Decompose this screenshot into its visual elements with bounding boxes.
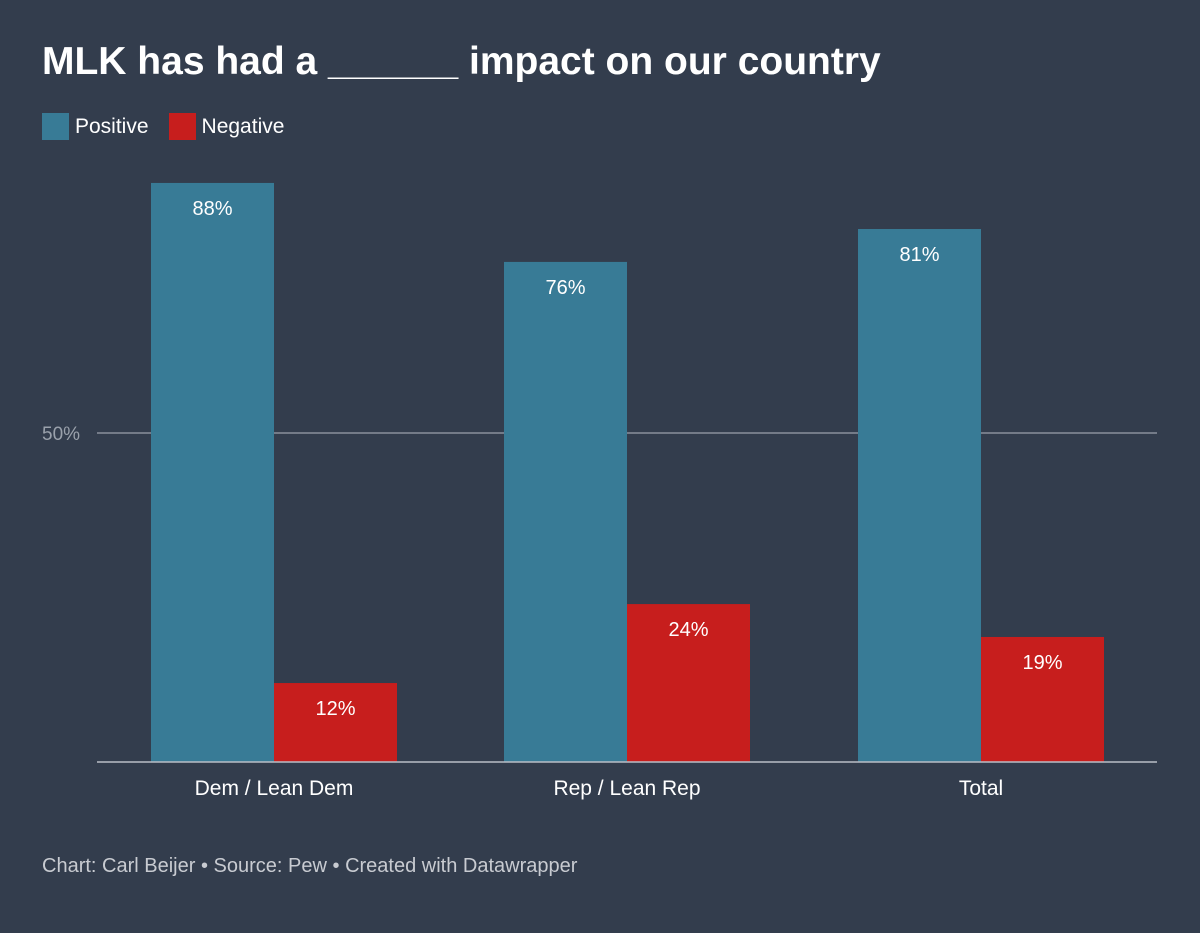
legend-item-negative: Negative: [168, 113, 285, 140]
data-label-negative: 19%: [1022, 652, 1062, 674]
x-category-label: Rep / Lean Rep: [553, 777, 700, 800]
data-label-negative: 24%: [668, 619, 708, 641]
legend-label-positive: Positive: [75, 114, 149, 138]
bar-negative: [981, 636, 1104, 762]
y-tick-label: 50%: [42, 424, 80, 445]
bar-negative: [627, 604, 750, 762]
created-with: Created with Datawrapper: [345, 855, 578, 877]
legend-swatch-negative: [168, 113, 196, 140]
x-category-label: Total: [959, 777, 1003, 800]
footer: Chart: Carl Beijer • Source: Pew • Creat…: [42, 855, 577, 878]
chart-credit: Chart: Carl Beijer: [42, 855, 196, 877]
source-credit: Source: Pew: [213, 855, 327, 877]
footer-separator: •: [332, 855, 340, 877]
data-label-positive: 88%: [192, 198, 232, 220]
footer-separator: •: [200, 855, 208, 877]
legend: Positive Negative: [42, 113, 304, 140]
bar-positive: [858, 229, 981, 762]
legend-label-negative: Negative: [201, 114, 285, 138]
bar-positive: [151, 182, 274, 762]
x-category-label: Dem / Lean Dem: [195, 777, 354, 800]
data-label-positive: 76%: [545, 277, 585, 299]
legend-swatch-positive: [42, 113, 69, 140]
data-label-negative: 12%: [315, 698, 355, 720]
legend-item-positive: Positive: [42, 113, 149, 140]
bar-positive: [504, 261, 627, 762]
chart-title: MLK has had a ______ impact on our count…: [42, 40, 881, 83]
bar-negative: [274, 683, 397, 762]
data-label-positive: 81%: [899, 244, 939, 266]
